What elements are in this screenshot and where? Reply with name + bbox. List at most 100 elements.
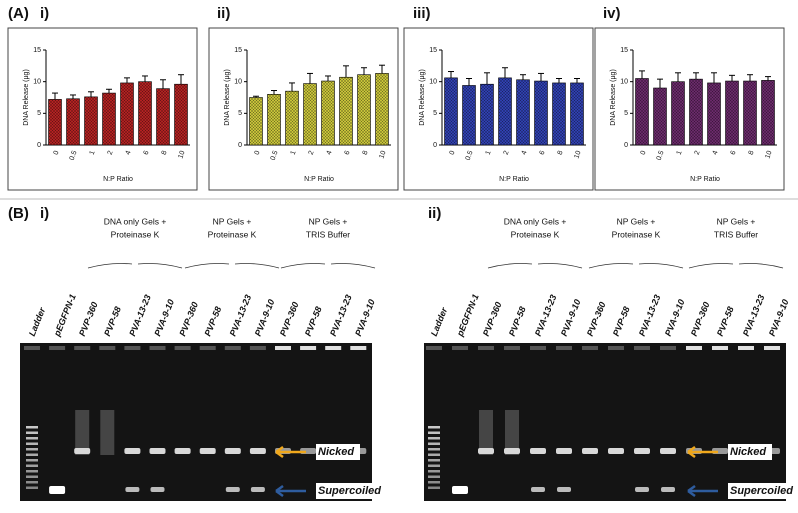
ladder-band [26, 426, 38, 429]
bar [480, 83, 494, 146]
group-bracket [588, 263, 684, 269]
x-tick-label: 4 [326, 150, 334, 156]
x-tick-label: 2 [107, 150, 115, 156]
y-tick-label: 10 [33, 79, 41, 86]
x-tick-label: 0.5 [656, 150, 666, 162]
x-tick-label: 10 [764, 150, 773, 160]
gel-well [764, 346, 780, 350]
gel-title: ii) [428, 205, 441, 222]
panel-label: (B) [8, 205, 29, 222]
ladder-band [428, 475, 440, 478]
bar [84, 96, 98, 146]
group-bracket [688, 263, 784, 269]
gel-well [74, 346, 91, 350]
x-tick-label: 1 [89, 150, 97, 156]
bar [552, 82, 566, 146]
y-tick-label: 0 [624, 142, 628, 149]
marker-arrowhead [687, 445, 696, 459]
x-tick-label: 8 [748, 150, 756, 156]
gel-band [452, 486, 468, 494]
ladder-band [428, 437, 440, 440]
gel-band [250, 487, 265, 492]
marker-arrowhead [275, 484, 284, 498]
bar [570, 82, 584, 146]
group-header: DNA only Gels + [104, 216, 167, 226]
gel-band [249, 448, 266, 454]
gel-title: i) [40, 205, 49, 222]
y-tick-label: 0 [37, 142, 41, 149]
y-axis-label: DNA Release (µg) [419, 69, 426, 126]
ladder-band [26, 481, 38, 484]
x-tick-label: 0 [640, 150, 648, 156]
gel-well [504, 346, 520, 350]
group-header: Proteinase K [111, 229, 160, 239]
group-header: Proteinase K [208, 229, 257, 239]
gel-well [426, 346, 442, 350]
x-tick-label: 6 [143, 150, 151, 156]
chart-title: iv) [603, 5, 621, 22]
gel-band [125, 487, 140, 492]
bar [339, 76, 353, 146]
x-tick-label: 1 [485, 150, 493, 156]
ladder-band [26, 431, 38, 434]
gel-well [478, 346, 494, 350]
gel-band [149, 448, 166, 454]
gel-smear [479, 410, 493, 455]
group-header: NP Gels + [717, 216, 756, 226]
x-tick-label: 4 [125, 150, 133, 156]
bar [671, 81, 685, 146]
y-tick-label: 15 [620, 47, 628, 54]
gel-band [634, 448, 650, 454]
bar [761, 80, 775, 146]
bar [138, 81, 152, 146]
gel-band [224, 448, 241, 454]
gel-well [660, 346, 676, 350]
gel-band [504, 448, 520, 454]
gel-band [150, 487, 165, 492]
y-tick-label: 5 [624, 110, 628, 117]
bar [303, 83, 317, 146]
x-tick-label: 8 [161, 150, 169, 156]
gel-well [224, 346, 241, 350]
gel-image [20, 343, 372, 501]
gel-band [556, 448, 572, 454]
gel-well [686, 346, 702, 350]
ladder-band [428, 426, 440, 429]
gel-well [249, 346, 266, 350]
y-tick-label: 0 [433, 142, 437, 149]
bar [462, 85, 476, 146]
y-tick-label: 15 [234, 47, 242, 54]
x-tick-label: 2 [503, 150, 511, 156]
x-tick-label: 0.5 [69, 150, 79, 162]
group-header: TRIS Buffer [306, 229, 350, 239]
gel-band [660, 448, 676, 454]
y-tick-label: 15 [33, 47, 41, 54]
gel-well [608, 346, 624, 350]
x-tick-label: 2 [694, 150, 702, 156]
gel-band [557, 487, 571, 492]
ladder-band [26, 453, 38, 456]
gel-well [199, 346, 216, 350]
group-header: TRIS Buffer [714, 229, 758, 239]
marker-arrowhead [275, 445, 284, 459]
y-tick-label: 5 [433, 110, 437, 117]
bar [653, 87, 667, 146]
ladder-band [428, 459, 440, 462]
y-tick-label: 0 [238, 142, 242, 149]
gel-smear [75, 410, 90, 455]
gel-band [531, 487, 545, 492]
marker-label-bg [316, 483, 382, 499]
marker-label: Nicked [730, 446, 766, 458]
y-axis-label: DNA Release (µg) [224, 69, 231, 126]
x-tick-label: 1 [290, 150, 298, 156]
ladder-band [428, 442, 440, 445]
ladder-band [26, 442, 38, 445]
gel-well [582, 346, 598, 350]
x-tick-label: 8 [362, 150, 370, 156]
gel-band [225, 487, 240, 492]
gel-band [124, 448, 141, 454]
y-tick-label: 10 [234, 79, 242, 86]
x-tick-label: 8 [557, 150, 565, 156]
marker-label-bg [728, 444, 772, 460]
ladder-band [26, 486, 38, 489]
